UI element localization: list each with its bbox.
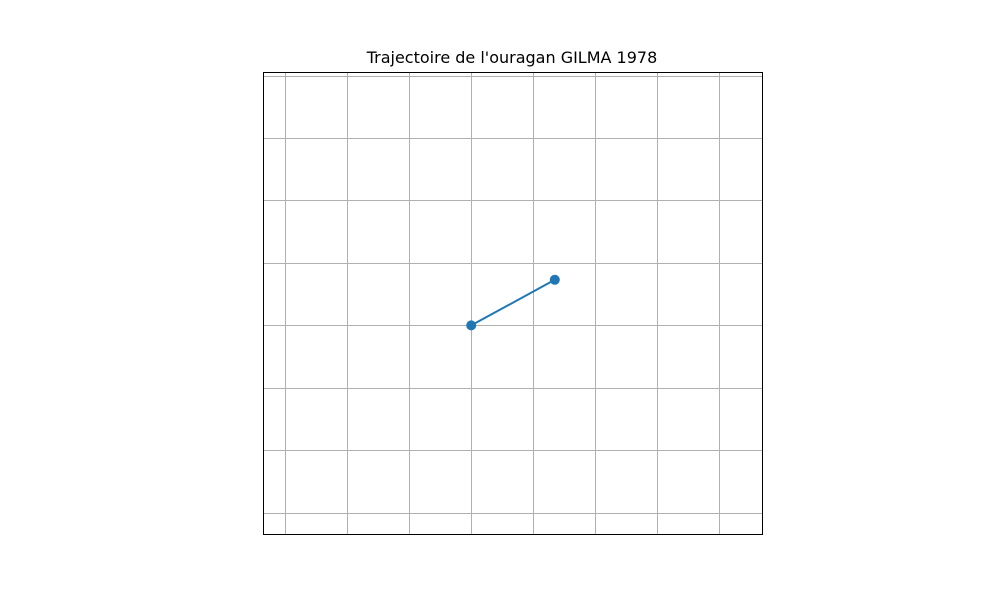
track-point-0 xyxy=(466,320,477,331)
track-line-0 xyxy=(470,278,556,327)
track-point-1 xyxy=(549,274,560,285)
grid xyxy=(263,72,763,535)
plot-frame xyxy=(263,72,763,535)
series-layer xyxy=(466,274,560,331)
chart-title: Trajectoire de l'ouragan GILMA 1978 xyxy=(366,48,658,67)
